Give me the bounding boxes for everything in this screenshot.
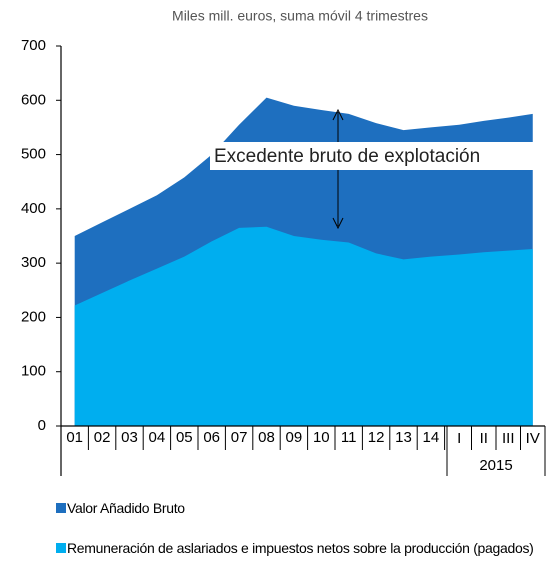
annotation: Excedente bruto de explotación: [214, 146, 480, 167]
x-tick-label: 08: [258, 429, 275, 446]
legend-swatch: [56, 543, 66, 553]
y-tick-label: 300: [21, 254, 46, 271]
x-tick-label: I: [457, 430, 461, 447]
x-tick-label: 03: [121, 429, 138, 446]
x-tick-label: 13: [395, 429, 412, 446]
x-tick-label: 05: [176, 429, 193, 446]
x-tick-label: 04: [149, 429, 166, 446]
y-tick-label: 600: [21, 91, 46, 108]
x-tick-label: II: [480, 430, 488, 447]
y-tick-label: 0: [38, 417, 46, 434]
legend-item: Remuneración de aslariados e impuestos n…: [56, 540, 536, 556]
y-tick-label: 100: [21, 363, 46, 380]
x-tick-label: IV: [526, 430, 540, 447]
legend-item: Valor Añadido Bruto: [56, 500, 536, 516]
areas: [74, 97, 533, 427]
chart: Miles mill. euros, suma móvil 4 trimestr…: [21, 8, 546, 476]
legend-swatch: [56, 503, 66, 513]
x-tick-label: 02: [94, 429, 111, 446]
x-tick-label: 01: [66, 429, 83, 446]
x-tick-label: 06: [203, 429, 220, 446]
annotation-box: [210, 142, 540, 170]
x-tick-label: 07: [231, 429, 248, 446]
y-tick-label: 400: [21, 200, 46, 217]
x-tick-label: 11: [341, 429, 357, 446]
arrow-head: [332, 108, 344, 230]
x-tick-label: 12: [368, 429, 385, 446]
y-tick-label: 500: [21, 146, 46, 163]
y-tick-label: 200: [21, 308, 46, 325]
x-tick-label: III: [502, 430, 515, 447]
legend-label: Valor Añadido Bruto: [67, 500, 185, 516]
x-tick-label: 09: [286, 429, 303, 446]
x-group-label: 2015: [479, 457, 512, 474]
y-tick-label: 700: [21, 37, 46, 54]
area: [74, 226, 533, 426]
x-tick-label: 10: [313, 429, 330, 446]
x-tick-label: 14: [423, 429, 440, 446]
chart-title: Miles mill. euros, suma móvil 4 trimestr…: [172, 8, 428, 24]
legend-label: Remuneración de aslariados e impuestos n…: [67, 540, 534, 556]
